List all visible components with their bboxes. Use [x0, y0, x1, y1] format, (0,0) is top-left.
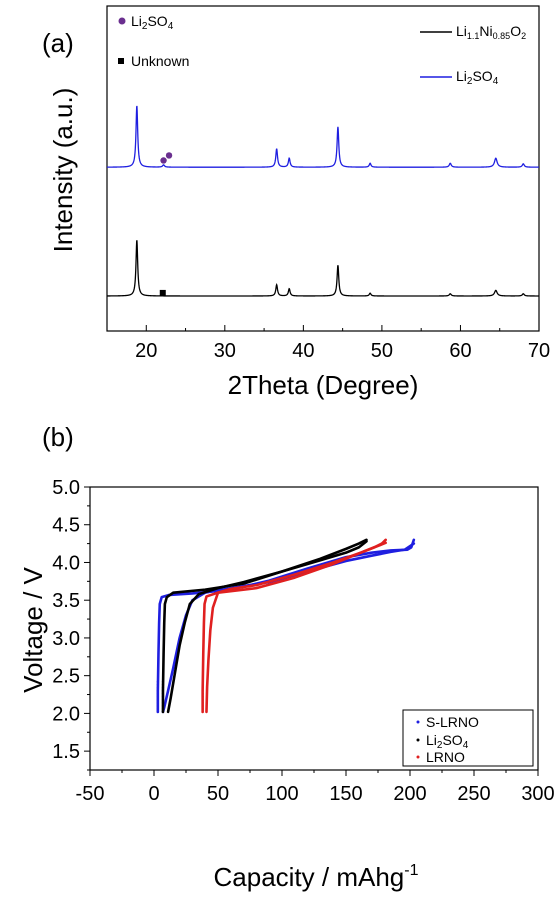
x-tick-label: 40 — [292, 340, 314, 362]
data-point — [156, 683, 159, 686]
y-tick-label: 1.5 — [52, 741, 80, 763]
panel-a: (a) 20 30 40 50 60 70 Li2SO4 Unknown Li1.1Ni0… — [42, 5, 550, 400]
data-point — [201, 695, 204, 698]
panel-b: (b) -50 0 50 100 150 200 250 300 1.5 2.0 2.5 3.0 3.… — [18, 422, 555, 892]
data-point — [201, 698, 204, 701]
data-point — [156, 680, 159, 683]
panel-a-x-axis-title: 2Theta (Degree) — [228, 370, 419, 400]
y-tick-label: 4.0 — [52, 552, 80, 574]
unknown-peak-marker — [159, 289, 166, 296]
data-point — [201, 707, 204, 710]
x-tick-label: 50 — [207, 783, 229, 805]
x-tick-label: 0 — [148, 783, 159, 805]
xrd-series-lini — [107, 240, 539, 297]
data-point — [201, 710, 204, 713]
li2so4-peak-marker — [160, 157, 167, 164]
panel-b-legend: S-LRNO Li2SO4 LRNO — [402, 709, 534, 767]
panel-b-y-ticks: 1.5 2.0 2.5 3.0 3.5 4.0 4.5 5.0 — [52, 477, 90, 771]
y-tick-label: 5.0 — [52, 477, 80, 499]
legend-marker-li2so4-label: Li2SO4 — [131, 13, 174, 32]
curve-lrno-charge — [201, 538, 387, 714]
data-point — [161, 692, 165, 695]
x-tick-label: 150 — [329, 783, 362, 805]
curve-lrno-discharge — [205, 541, 387, 714]
panel-a-plot-frame — [106, 5, 540, 332]
data-point — [201, 683, 204, 686]
data-point — [156, 689, 159, 692]
y-tick-label: 2.5 — [52, 666, 80, 688]
data-point — [161, 695, 165, 698]
data-point — [161, 704, 165, 707]
panel-a-y-axis-title: Intensity (a.u.) — [48, 88, 78, 253]
data-point — [201, 692, 204, 695]
y-tick-label: 3.0 — [52, 628, 80, 650]
panel-b-series — [156, 538, 416, 714]
data-point — [161, 689, 165, 692]
curve-s-lrno-charge — [156, 538, 416, 714]
legend-dot-li2so4 — [416, 738, 420, 742]
panel-a-series — [106, 105, 539, 297]
panel-a-markers — [159, 152, 173, 296]
legend-marker-square — [118, 58, 124, 64]
data-point — [161, 680, 165, 683]
legend-lini-label: Li1.1Ni0.85O2 — [456, 23, 526, 41]
li2so4-peak-marker — [165, 152, 173, 159]
panel-a-markers-legend: Li2SO4 Unknown — [118, 13, 189, 69]
data-point — [161, 701, 165, 704]
data-point — [156, 701, 159, 704]
y-tick-label: 2.0 — [52, 703, 80, 725]
x-tick-label: -50 — [76, 783, 105, 805]
data-point — [156, 695, 159, 698]
data-point — [156, 707, 159, 710]
y-tick-label: 4.5 — [52, 515, 80, 537]
xrd-series-li2so4 — [106, 105, 539, 168]
curve-li2so4-charge — [161, 538, 368, 714]
panel-b-legend-box — [402, 709, 534, 767]
x-tick-label: 250 — [457, 783, 490, 805]
panel-b-y-axis-title: Voltage / V — [18, 566, 48, 692]
x-tick-label: 30 — [214, 340, 236, 362]
legend-lrno-label: LRNO — [426, 749, 465, 765]
curve-li2so4-discharge — [166, 540, 368, 714]
x-tick-label: 200 — [393, 783, 426, 805]
data-point — [201, 704, 204, 707]
x-tick-label: 50 — [371, 340, 393, 362]
y-tick-label: 3.5 — [52, 590, 80, 612]
panel-a-legend: Li1.1Ni0.85O2 Li2SO4 — [420, 23, 526, 87]
legend-s-lrno-label: S-LRNO — [426, 714, 479, 730]
data-point — [201, 686, 204, 689]
x-tick-label: 70 — [528, 340, 550, 362]
data-point — [156, 704, 159, 707]
curve-s-lrno-discharge — [161, 542, 416, 714]
panel-b-label: (b) — [42, 422, 74, 452]
data-point — [161, 686, 165, 689]
x-tick-label: 300 — [521, 783, 554, 805]
legend-li2so4-b-label: Li2SO4 — [426, 732, 469, 751]
x-tick-label: 60 — [449, 340, 471, 362]
legend-dot-s-lrno — [416, 720, 420, 724]
data-point — [156, 710, 159, 713]
data-point — [156, 686, 159, 689]
data-point — [156, 698, 159, 701]
data-point — [201, 689, 204, 692]
panel-a-x-ticks: 20 30 40 50 60 70 — [106, 325, 550, 362]
data-point — [201, 701, 204, 704]
data-point — [161, 698, 165, 701]
data-point — [161, 683, 165, 686]
legend-marker-unknown-label: Unknown — [131, 53, 189, 69]
data-point — [161, 707, 165, 710]
data-point — [156, 692, 159, 695]
x-tick-label: 20 — [135, 340, 157, 362]
legend-marker-circle — [118, 17, 126, 25]
panel-a-label: (a) — [42, 28, 74, 58]
legend-li2so4-label: Li2SO4 — [456, 68, 499, 87]
data-point — [201, 680, 204, 683]
data-point — [161, 710, 165, 713]
panel-b-x-ticks: -50 0 50 100 150 200 250 300 — [76, 770, 555, 805]
x-tick-label: 100 — [265, 783, 298, 805]
legend-dot-lrno — [416, 755, 420, 759]
panel-b-x-axis-title: Capacity / mAhg-1 — [214, 862, 419, 892]
